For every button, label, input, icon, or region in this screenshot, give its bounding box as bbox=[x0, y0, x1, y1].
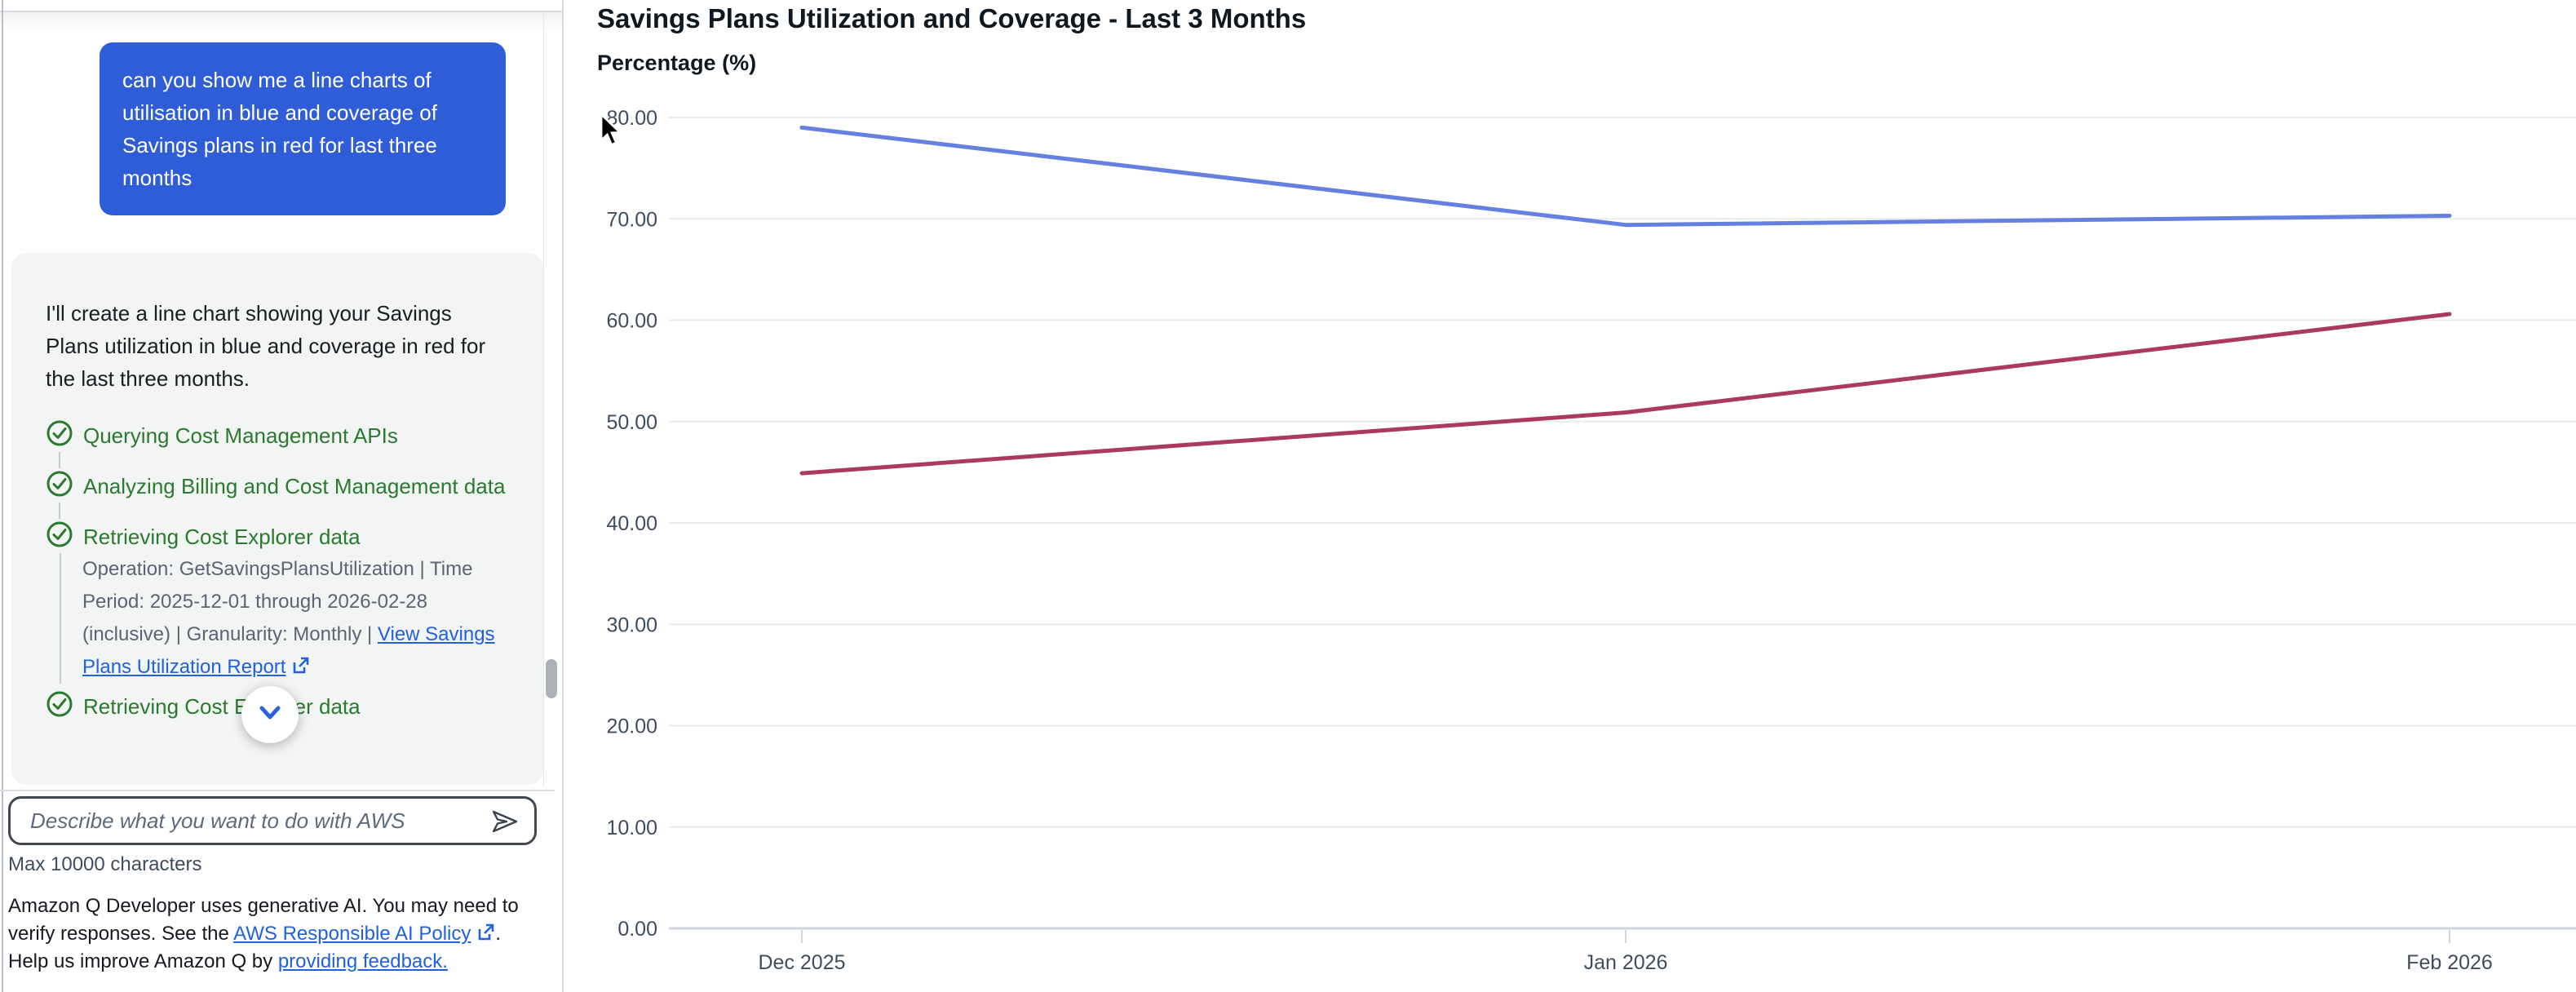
step-connector-line bbox=[59, 452, 60, 469]
chat-scrollbar-thumb[interactable] bbox=[546, 659, 557, 698]
y-tick-label: 30.00 bbox=[606, 613, 657, 636]
step-label: Analyzing Billing and Cost Management da… bbox=[83, 474, 506, 499]
step-retrieving-cost-explorer-1: Retrieving Cost Explorer data bbox=[46, 519, 507, 553]
responsible-ai-policy-link[interactable]: AWS Responsible AI Policy bbox=[233, 923, 471, 945]
user-message-bubble: can you show me a line charts of utilisa… bbox=[100, 42, 506, 215]
y-tick-label: 40.00 bbox=[606, 512, 657, 535]
check-circle-icon bbox=[46, 690, 73, 718]
providing-feedback-link[interactable]: providing feedback. bbox=[277, 950, 448, 972]
y-tick-label: 80.00 bbox=[606, 107, 657, 130]
mouse-cursor bbox=[600, 113, 623, 147]
y-tick-label: 60.00 bbox=[606, 310, 657, 333]
disclaimer-text: . Help us improve Amazon Q by bbox=[8, 923, 502, 972]
max-characters-note: Max 10000 characters bbox=[8, 853, 202, 875]
step-label: Querying Cost Management APIs bbox=[83, 423, 398, 449]
y-tick-label: 70.00 bbox=[606, 208, 657, 231]
chevron-down-icon bbox=[254, 697, 286, 733]
series-line-utilization bbox=[799, 125, 2452, 228]
send-button[interactable] bbox=[490, 807, 520, 836]
step-detail-operation: Operation: GetSavingsPlansUtilization | … bbox=[60, 553, 507, 684]
series-line-coverage bbox=[799, 312, 2452, 476]
view-report-link[interactable]: View Savings Plans Utilization Report bbox=[82, 623, 495, 679]
amazon-q-panel: can you show me a line charts of utilisa… bbox=[0, 0, 564, 992]
y-tick-label: 10.00 bbox=[606, 817, 657, 839]
step-connector-line bbox=[59, 503, 60, 520]
external-link-icon bbox=[290, 653, 310, 674]
x-tick-label: Dec 2025 bbox=[758, 951, 845, 974]
step-label: Retrieving Cost Explorer data bbox=[83, 694, 361, 720]
y-tick-label: 50.00 bbox=[606, 411, 657, 434]
scroll-to-bottom-button[interactable] bbox=[241, 686, 299, 743]
chat-scroll-track-border bbox=[543, 12, 544, 787]
panel-left-border bbox=[2, 0, 3, 992]
y-tick-label: 0.00 bbox=[617, 918, 657, 941]
assistant-intro-text: I'll create a line chart showing your Sa… bbox=[46, 301, 486, 391]
prompt-input-container bbox=[8, 796, 537, 845]
step-querying-apis: Querying Cost Management APIs bbox=[46, 418, 507, 452]
input-section-divider bbox=[0, 790, 555, 791]
x-tick-label: Feb 2026 bbox=[2406, 951, 2493, 974]
step-retrieving-cost-explorer-2: Retrieving Cost Explorer data bbox=[46, 689, 507, 723]
chart-title: Savings Plans Utilization and Coverage -… bbox=[597, 3, 1307, 33]
external-link-icon bbox=[476, 923, 495, 942]
x-tick-label: Jan 2026 bbox=[1584, 951, 1668, 974]
prompt-input[interactable] bbox=[11, 799, 534, 843]
chart-y-axis-title: Percentage (%) bbox=[597, 51, 757, 75]
panel-top-shadow bbox=[0, 12, 564, 30]
operation-detail-text: Operation: GetSavingsPlansUtilization | … bbox=[82, 558, 473, 646]
y-tick-label: 20.00 bbox=[606, 715, 657, 738]
q-disclaimer-footer: Amazon Q Developer uses generative AI. Y… bbox=[8, 892, 538, 976]
check-circle-icon bbox=[46, 419, 73, 447]
step-label: Retrieving Cost Explorer data bbox=[83, 525, 361, 550]
check-circle-icon bbox=[46, 520, 73, 548]
step-analyzing-data: Analyzing Billing and Cost Management da… bbox=[46, 468, 507, 503]
panel-right-divider bbox=[562, 0, 564, 992]
check-circle-icon bbox=[46, 470, 73, 498]
disclaimer-text: Amazon Q Developer uses generative AI. Y… bbox=[8, 895, 519, 945]
panel-top-border bbox=[0, 11, 564, 12]
